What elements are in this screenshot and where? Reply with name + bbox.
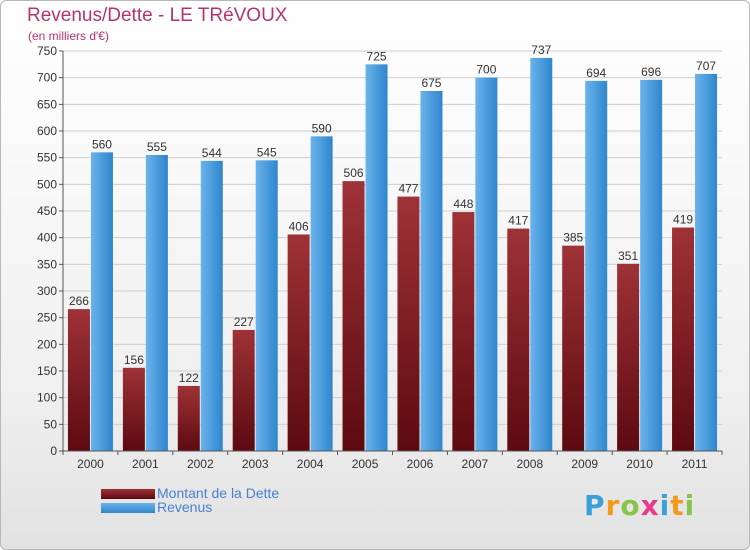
legend-swatch-revenus <box>101 503 155 513</box>
data-label-revenus-2000: 560 <box>92 137 112 151</box>
data-label-dette-2009: 385 <box>563 231 583 245</box>
y-tick-label-500: 500 <box>37 177 57 191</box>
bar-dette-2005 <box>342 181 365 451</box>
y-tick-label-750: 750 <box>37 44 57 58</box>
y-tick-label-450: 450 <box>37 204 57 218</box>
data-label-dette-2001: 156 <box>124 353 144 367</box>
x-tick-label-2000: 2000 <box>77 457 104 471</box>
data-label-revenus-2011: 707 <box>696 59 716 73</box>
x-tick-label-2006: 2006 <box>407 457 434 471</box>
data-label-dette-2010: 351 <box>618 249 638 263</box>
legend-swatch-dette <box>101 489 155 499</box>
bar-dette-2007 <box>452 212 475 451</box>
bar-dette-2009 <box>562 245 585 451</box>
proxiti-letter: t <box>670 489 685 522</box>
y-tick-label-200: 200 <box>37 337 57 351</box>
y-tick-label-150: 150 <box>37 364 57 378</box>
proxiti-letter: P <box>584 489 606 522</box>
bar-revenus-2010 <box>640 79 663 452</box>
bar-revenus-2002 <box>200 160 223 451</box>
y-tick-label-400: 400 <box>37 231 57 245</box>
bar-revenus-2003 <box>255 160 278 452</box>
bar-revenus-2004 <box>310 136 333 452</box>
bar-revenus-2001 <box>145 155 168 451</box>
y-tick-label-600: 600 <box>37 124 57 138</box>
proxiti-letter: i <box>659 489 671 522</box>
proxiti-letter: r <box>605 489 621 522</box>
data-label-revenus-2009: 694 <box>586 66 606 80</box>
x-tick-label-2007: 2007 <box>462 457 489 471</box>
data-label-dette-2007: 448 <box>453 197 473 211</box>
data-label-dette-2005: 506 <box>344 166 364 180</box>
data-label-revenus-2005: 725 <box>367 49 387 63</box>
data-label-revenus-2004: 590 <box>312 121 332 135</box>
x-tick-label-2011: 2011 <box>682 457 708 471</box>
y-tick-label-650: 650 <box>37 97 57 111</box>
bar-revenus-2006 <box>420 91 443 451</box>
y-tick-label-0: 0 <box>50 444 57 458</box>
grid-layer <box>63 50 722 452</box>
bar-dette-2008 <box>507 228 530 451</box>
proxiti-letter: i <box>684 489 696 522</box>
proxiti-letter: x <box>640 489 660 522</box>
data-label-dette-2006: 477 <box>398 182 418 196</box>
y-tick-label-100: 100 <box>37 391 57 405</box>
data-label-dette-2003: 227 <box>234 315 254 329</box>
proxiti-logo: Proxiti <box>584 489 695 522</box>
data-label-revenus-2006: 675 <box>421 76 441 90</box>
bar-revenus-2009 <box>585 80 608 451</box>
y-tick-label-550: 550 <box>37 151 57 165</box>
bar-dette-2002 <box>177 385 200 451</box>
x-tick-label-2009: 2009 <box>571 457 598 471</box>
data-label-dette-2008: 417 <box>508 214 528 228</box>
data-label-revenus-2001: 555 <box>147 140 167 154</box>
y-tick-label-700: 700 <box>37 71 57 85</box>
axis-layer: 0 50 100 150 200 250 300 350 400 450 500 550 600 650 7… <box>37 44 723 471</box>
labels-layer: 266 560 156 555 122 544 227 545 406 590 506 725 477 6… <box>69 43 716 385</box>
bar-dette-2000 <box>67 309 90 451</box>
data-label-dette-2000: 266 <box>69 294 89 308</box>
data-label-revenus-2002: 544 <box>202 146 222 160</box>
bar-dette-2004 <box>287 234 310 451</box>
bar-dette-2006 <box>397 196 420 451</box>
data-label-dette-2002: 122 <box>179 371 199 385</box>
bar-revenus-2007 <box>475 77 498 452</box>
y-tick-label-300: 300 <box>37 284 57 298</box>
chart-subtitle: (en milliers d'€) <box>28 29 109 43</box>
bar-revenus-2008 <box>530 57 553 451</box>
y-tick-label-350: 350 <box>37 257 57 271</box>
data-label-revenus-2008: 737 <box>531 43 551 57</box>
x-tick-label-2005: 2005 <box>352 457 379 471</box>
proxiti-letter: o <box>620 489 641 522</box>
data-label-revenus-2003: 545 <box>257 145 277 159</box>
bar-revenus-2011 <box>695 73 718 451</box>
y-tick-label-50: 50 <box>44 417 58 431</box>
bar-dette-2010 <box>617 263 640 451</box>
x-tick-label-2008: 2008 <box>516 457 543 471</box>
bars-layer <box>67 57 718 452</box>
bar-revenus-2005 <box>365 64 388 452</box>
y-tick-label-250: 250 <box>37 311 57 325</box>
bar-dette-2003 <box>232 329 255 451</box>
legend-label-revenus: Revenus <box>157 499 213 515</box>
x-tick-label-2003: 2003 <box>242 457 269 471</box>
x-tick-label-2001: 2001 <box>132 457 159 471</box>
data-label-dette-2011: 419 <box>673 213 693 227</box>
data-label-revenus-2007: 700 <box>476 63 496 77</box>
x-tick-label-2010: 2010 <box>626 457 653 471</box>
bar-dette-2001 <box>122 367 145 451</box>
data-label-revenus-2010: 696 <box>641 65 661 79</box>
x-tick-label-2004: 2004 <box>297 457 324 471</box>
legend-label-dette: Montant de la Dette <box>157 485 280 501</box>
bar-revenus-2000 <box>90 152 113 452</box>
bar-dette-2011 <box>672 227 695 451</box>
data-label-dette-2004: 406 <box>289 219 309 233</box>
chart-title: Revenus/Dette - LE TRéVOUX <box>27 5 288 26</box>
x-tick-label-2002: 2002 <box>187 457 214 471</box>
